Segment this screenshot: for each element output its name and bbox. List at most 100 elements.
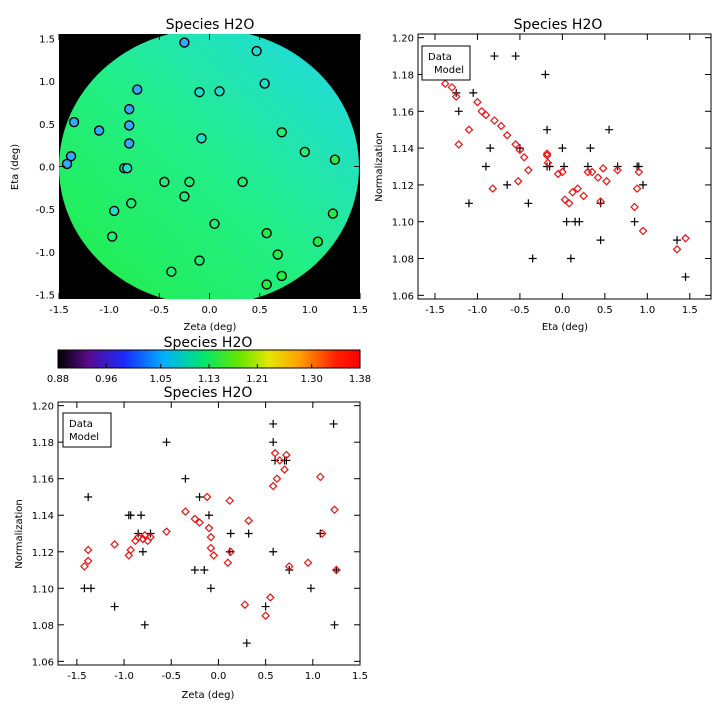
zeta-data-point [316,529,325,538]
zeta-xtick-label: -1.5 [67,671,87,682]
map-source-marker [259,78,270,89]
eta-data-point [575,217,584,226]
zeta-data-point [329,419,338,428]
eta-model-point [496,121,506,131]
eta-legend: Data Model [421,45,471,81]
eta-model-point [477,106,487,116]
map-ytick-label: 0.0 [39,163,55,174]
eta-data-point [481,162,490,171]
zeta-xtick-label: -1.0 [114,671,134,682]
eta-data-point [511,52,520,61]
zeta-model-point [223,558,233,568]
eta-model-point [564,198,574,208]
zeta-model-point [126,545,136,555]
zeta-model-point [272,474,282,484]
map-title: Species H2O [166,17,255,33]
eta-data-point [673,236,682,245]
zeta-model-point [146,532,155,542]
colorbar-tick-label: 1.13 [198,374,220,385]
map-xtick-label: -0.5 [150,305,170,316]
eta-model-point [602,176,611,186]
zeta-data-point [330,620,339,629]
map-ylabel: Eta (deg) [10,144,21,190]
zeta-data-point [306,584,315,593]
map-xlabel: Zeta (deg) [184,322,237,333]
eta-data-point [490,52,499,61]
zeta-data-point [206,584,215,593]
map-source-marker [237,176,248,188]
map-source-marker [209,218,220,229]
map-source-marker [122,163,133,174]
eta-data-point [503,180,512,189]
eta-ytick-label: 1.16 [392,107,414,118]
eta-model-point [464,125,474,135]
eta-data-point [681,272,690,281]
zeta-xtick-label: 0.5 [258,671,274,682]
eta-model-point [447,83,457,92]
map-xtick-label: 0.0 [202,305,218,316]
map-xtick-label: 1.5 [352,305,368,316]
zeta-model-point [332,565,341,575]
map-source-marker [108,205,120,217]
eta-data-point [639,180,648,189]
eta-data-point [605,125,614,134]
eta-data-point [469,88,478,97]
zeta-scatter-panel: Species H2O -1.5 -1.0 -0.5 0.0 0.5 1.0 1.5 1.06… [14,385,368,701]
eta-xtick-label: -1.5 [425,305,445,316]
zeta-ytick-label: 1.20 [32,402,54,413]
eta-points [440,52,690,281]
zeta-ytick-label: 1.14 [32,511,54,522]
zeta-ytick-label: 1.10 [32,584,54,595]
colorbar-title: Species H2O [164,335,253,351]
map-source-marker [184,176,195,188]
eta-xlabel: Eta (deg) [542,322,588,333]
map-source-marker [251,45,262,57]
eta-model-point [558,167,567,177]
eta-model-point [596,197,605,206]
eta-scatter-panel: Species H2O -1.5 -1.0 -0.5 0.0 0.5 1.0 1.5 1.06… [374,17,712,333]
map-source-marker [276,127,287,138]
eta-scatter-title: Species H2O [514,17,603,33]
zeta-data-point [181,474,190,483]
eta-model-point [638,226,648,236]
zeta-model-point [195,518,204,527]
zeta-data-point [137,511,146,520]
eta-data-point [558,144,567,153]
map-source-marker [106,231,118,242]
eta-xtick-label: 0.5 [597,305,613,316]
map-xtick-label: -1.0 [99,305,119,316]
eta-axes: -1.5 -1.0 -0.5 0.0 0.5 1.0 1.5 1.06 1.08 1.10 1.12… [392,34,711,316]
eta-xtick-label: 0.0 [554,305,570,316]
colorbar-tick-label: 1.21 [246,374,268,385]
map-source-marker [299,146,311,158]
zeta-model-point [209,551,219,560]
map-source-marker [194,86,205,98]
map-ytick-label: 1.5 [39,34,55,45]
map-source-marker [276,270,287,282]
map-source-marker [179,191,190,202]
map-ytick-label: 0.5 [39,120,55,131]
eta-data-point [543,162,552,171]
colorbar-tick-label: 0.96 [95,374,117,385]
map-ytick-label: 1.0 [39,77,55,88]
eta-model-point [524,165,533,175]
zeta-xtick-label: 0.0 [210,671,226,682]
eta-model-point [451,92,461,101]
zeta-model-point [204,523,214,533]
map-source-marker [126,198,137,209]
eta-model-point [587,167,597,177]
zeta-data-point [244,529,253,538]
eta-model-point [513,176,523,186]
zeta-model-point [162,527,171,537]
eta-data-point [566,254,575,263]
eta-model-point [473,97,482,107]
eta-model-point [542,151,552,160]
zeta-model-point [303,558,313,568]
zeta-data-point [190,566,199,575]
eta-legend-box [421,45,471,81]
eta-xtick-label: 1.5 [682,305,698,316]
eta-data-point [454,107,463,116]
eta-model-point [490,116,499,125]
zeta-model-point [240,600,250,610]
zeta-scatter-title: Species H2O [164,385,253,401]
